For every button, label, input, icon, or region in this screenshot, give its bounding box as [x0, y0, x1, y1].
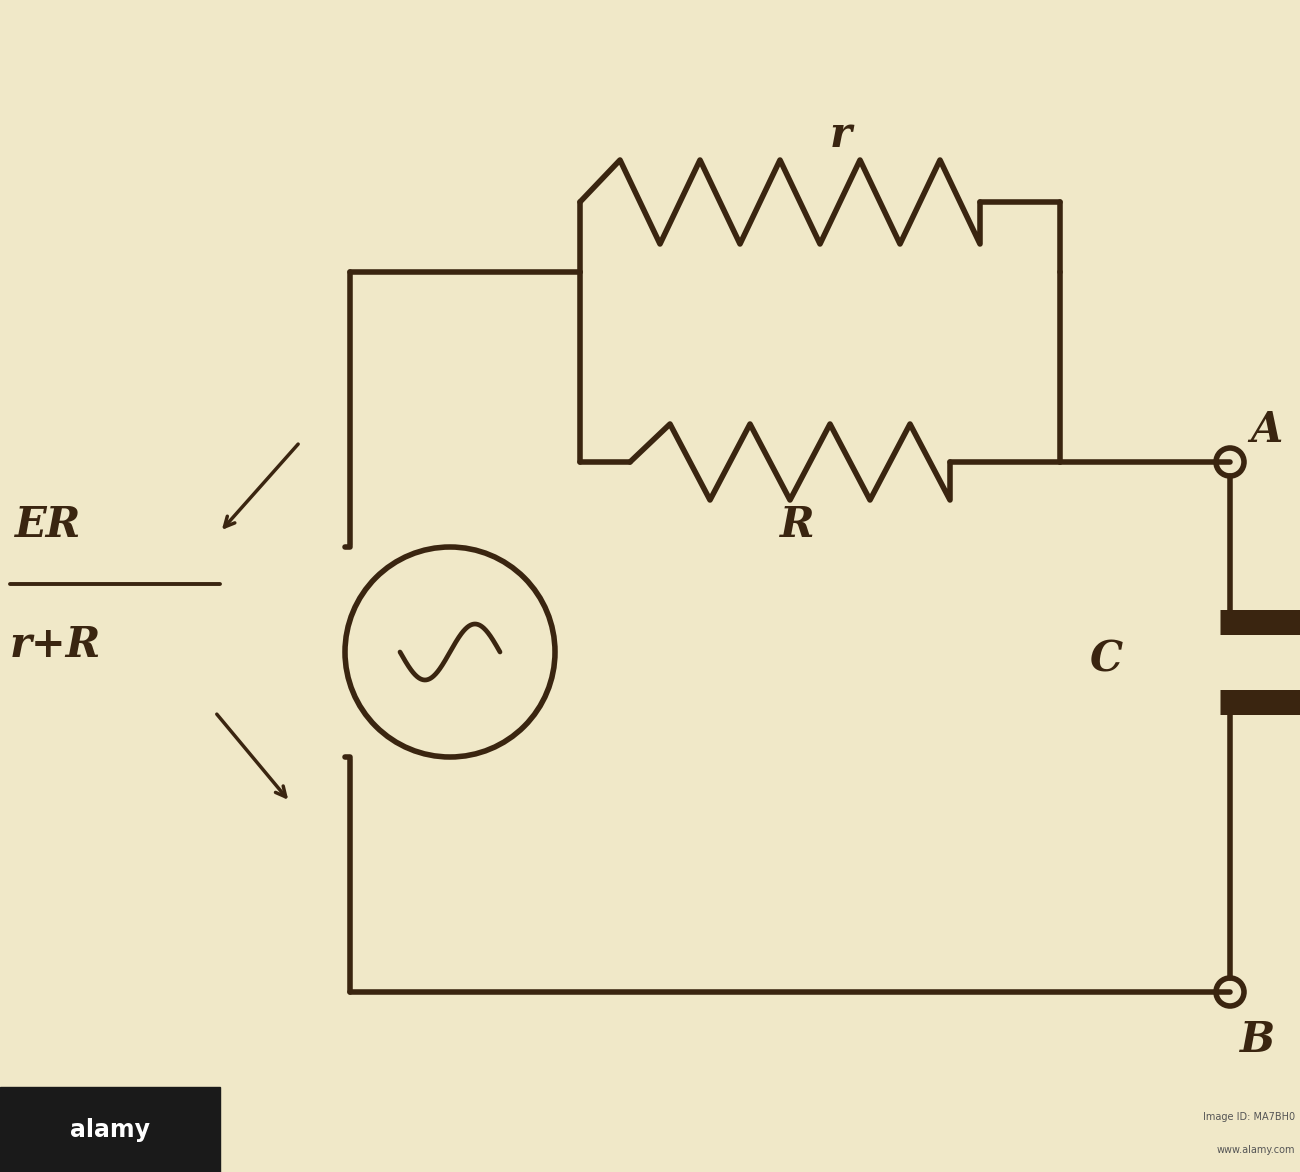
Bar: [0, 1086, 220, 1172]
Text: ER: ER: [16, 504, 82, 546]
Text: C: C: [1089, 639, 1123, 681]
Text: r+R: r+R: [10, 624, 101, 666]
Text: r: r: [829, 114, 852, 156]
Text: A: A: [1251, 409, 1282, 451]
Text: B: B: [1240, 1018, 1275, 1061]
Text: Image ID: MA7BH0: Image ID: MA7BH0: [1202, 1112, 1295, 1122]
Text: www.alamy.com: www.alamy.com: [1217, 1145, 1295, 1154]
Text: R: R: [780, 504, 815, 546]
Text: alamy: alamy: [70, 1117, 150, 1142]
